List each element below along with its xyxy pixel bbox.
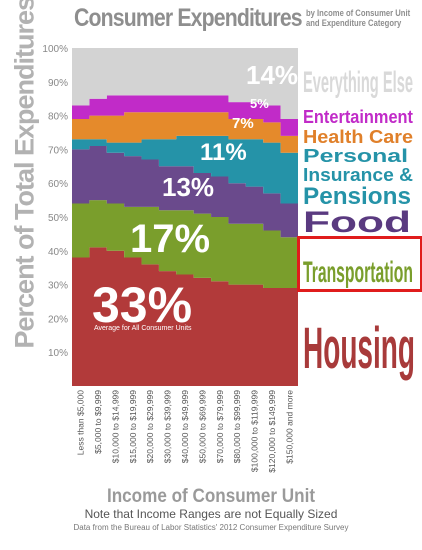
area-everything-else — [72, 48, 298, 119]
legend-health-care: Health Care — [303, 127, 413, 147]
subtitle-line-1: by Income of Consumer Unit — [306, 8, 411, 18]
legend-everything-else: Everything Else — [303, 66, 413, 99]
x-tick-label: $20,000 to $29,999 — [145, 390, 155, 464]
avg-label-personal-insurance-pensions: 11% — [200, 139, 247, 166]
area-food — [72, 146, 298, 238]
avg-label-health-care: 7% — [232, 115, 254, 132]
legend-housing: Housing — [303, 316, 415, 381]
x-tick-label: $10,000 to $14,999 — [110, 390, 120, 464]
y-tick-label: 80% — [48, 112, 68, 123]
y-tick-label: 10% — [48, 348, 68, 359]
area-transportation — [72, 200, 298, 288]
income-note: Note that Income Ranges are not Equally … — [84, 507, 338, 521]
x-tick-label: $150,000 and more — [284, 390, 294, 464]
avg-label-transportation: 17% — [130, 217, 210, 261]
x-tick-label: $120,000 to $149,999 — [267, 390, 277, 473]
legend-insurance: Insurance & — [303, 165, 413, 185]
legend-food: Food — [303, 206, 411, 239]
avg-label-food: 13% — [162, 172, 214, 202]
y-tick-label: 40% — [48, 247, 68, 258]
chart-title: Consumer Expenditures — [74, 4, 303, 32]
area-entertainment — [72, 95, 298, 136]
y-tick-label: 90% — [48, 78, 68, 89]
avg-label-entertainment: 5% — [250, 96, 269, 111]
y-tick-label: 70% — [48, 145, 68, 156]
legend-personal: Personal — [303, 146, 408, 166]
legend-entertainment: Entertainment — [303, 107, 413, 127]
x-tick-label: $80,000 to $99,999 — [232, 390, 242, 464]
x-tick-label: $15,000 to $19,999 — [128, 390, 138, 464]
x-tick-label: $70,000 to $79,999 — [215, 390, 225, 464]
x-tick-label: $30,000 to $39,999 — [163, 390, 173, 464]
x-axis-label: Income of Consumer Unit — [106, 486, 316, 507]
area-personal-insurance-pensions — [72, 135, 298, 204]
x-tick-label: $50,000 to $69,999 — [197, 390, 207, 464]
y-axis-label: Percent of Total Expenditures — [9, 0, 40, 349]
avg-label-everything-else: 14% — [246, 60, 298, 90]
y-tick-label: 60% — [48, 179, 68, 190]
legend-pensions: Pensions — [303, 183, 411, 210]
data-source: Data from the Bureau of Labor Statistics… — [73, 523, 349, 532]
y-tick-label: 30% — [48, 281, 68, 292]
area-housing — [72, 247, 298, 386]
y-tick-label: 20% — [48, 314, 68, 325]
y-tick-label: 100% — [42, 44, 68, 55]
area-health-care — [72, 112, 298, 153]
x-tick-label: $5,000 to $9,999 — [93, 390, 103, 454]
avg-label-housing: 33% — [92, 277, 192, 333]
x-tick-label: Less than $5,000 — [76, 390, 86, 455]
x-tick-label: $40,000 to $49,999 — [180, 390, 190, 464]
chart-subtitle: by Income of Consumer Unit and Expenditu… — [306, 8, 410, 28]
y-tick-label: 50% — [48, 213, 68, 224]
legend-transportation: Transportation — [303, 256, 413, 289]
x-tick-label: $100,000 to $119,999 — [250, 390, 260, 472]
avg-caption: Average for All Consumer Units — [94, 325, 192, 332]
subtitle-line-2: and Expenditure Category — [306, 18, 402, 28]
transportation-highlight-box — [297, 236, 422, 292]
